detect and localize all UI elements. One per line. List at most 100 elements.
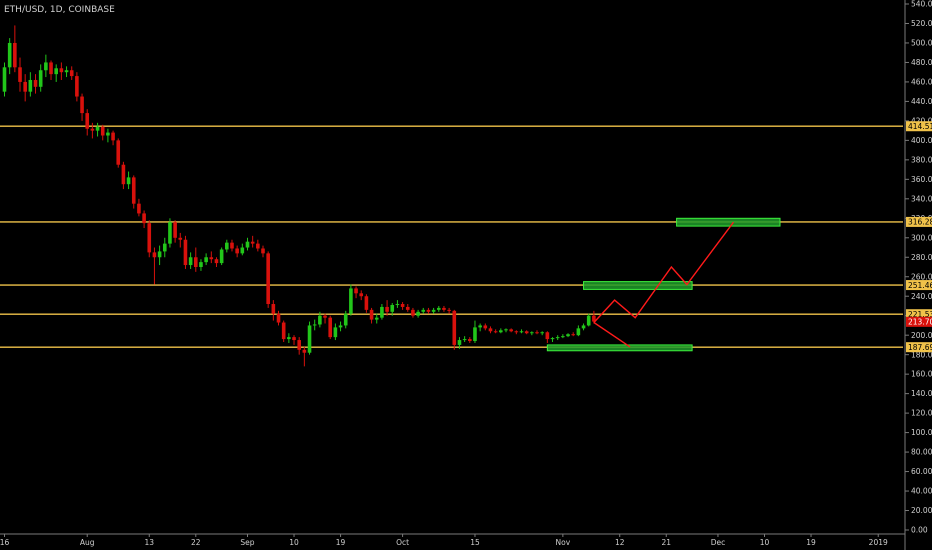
candle-body xyxy=(75,76,79,97)
candle-body xyxy=(452,310,457,345)
candle-body xyxy=(483,325,488,329)
candle-body xyxy=(468,339,472,342)
price-tick-label: 280.00 xyxy=(911,253,932,262)
candle-body xyxy=(38,70,43,87)
candle-body xyxy=(447,309,451,311)
candle-body xyxy=(545,332,550,340)
price-tick-label: 180.00 xyxy=(911,350,932,359)
candle-body xyxy=(457,340,462,345)
level-price-tag xyxy=(906,309,932,320)
level-price-label: 414.51 xyxy=(908,122,932,131)
candle-body xyxy=(54,68,58,75)
candle-body xyxy=(147,223,152,253)
candle-body xyxy=(245,241,250,248)
price-tick-label: 60.00 xyxy=(911,467,932,476)
candle-body xyxy=(59,68,64,73)
price-tick-label: 40.00 xyxy=(911,487,932,496)
level-price-tag xyxy=(906,216,932,227)
candle-body xyxy=(385,306,389,312)
symbol-label: ETH/USD, 1D, COINBASE xyxy=(4,5,115,15)
candle-body xyxy=(343,313,348,326)
time-tick-label: 2019 xyxy=(869,538,888,547)
candle-body xyxy=(230,242,234,249)
candle-body xyxy=(478,325,482,328)
target-zone xyxy=(676,217,781,227)
time-tick-label: Dec xyxy=(711,538,726,547)
candle-body xyxy=(214,259,219,264)
candle-body xyxy=(80,96,84,114)
candle-body xyxy=(18,67,22,82)
price-tick-label: 340.00 xyxy=(911,194,932,203)
candle-body xyxy=(173,222,177,238)
candle-body xyxy=(426,309,431,312)
price-tick-label: 140.00 xyxy=(911,389,932,398)
price-tick-label: 100.00 xyxy=(911,428,932,437)
target-zone xyxy=(546,344,693,352)
candle-body xyxy=(473,327,477,342)
price-tick-label: 480.00 xyxy=(911,58,932,67)
level-price-label: 316.28 xyxy=(908,218,932,227)
candle-body xyxy=(287,337,291,340)
price-tick-label: 440.00 xyxy=(911,97,932,106)
candle-body xyxy=(64,70,69,73)
candle-body xyxy=(576,328,581,336)
candle-body xyxy=(178,237,183,240)
level-price-label: 221.53 xyxy=(908,310,932,319)
candle-body xyxy=(359,293,364,297)
time-tick-label: 19 xyxy=(336,538,346,547)
candle-body xyxy=(256,243,260,249)
price-tick-label: 460.00 xyxy=(911,78,932,87)
price-tick-label: 120.00 xyxy=(911,409,932,418)
current-price-label: 213.70 xyxy=(908,318,932,327)
price-tick-label: 380.00 xyxy=(911,155,932,164)
time-tick-label: 12 xyxy=(615,538,625,547)
time-tick-label: 22 xyxy=(191,538,201,547)
price-tick-label: 0.00 xyxy=(911,526,928,535)
price-tick-label: 500.00 xyxy=(911,39,932,48)
time-axis[interactable]: 16Aug1322Sep1019Oct15Nov1221Dec101920191… xyxy=(0,533,932,547)
candle-body xyxy=(312,324,317,326)
time-tick-label: 10 xyxy=(289,538,299,547)
candle-body xyxy=(581,325,586,329)
candle-body xyxy=(535,332,539,334)
price-tick-label: 400.00 xyxy=(911,136,932,145)
level-price-tag xyxy=(906,121,932,132)
candle-body xyxy=(157,251,162,258)
price-axis[interactable]: 540.00 520.00 500.00 480.00 460.00 440.00 420.… xyxy=(904,0,932,550)
level-price-tag xyxy=(906,342,932,353)
candle-body xyxy=(380,306,384,318)
price-tick-label: 200.00 xyxy=(911,331,932,340)
price-tick-label: 540.00 xyxy=(911,0,932,9)
time-tick-label: 15 xyxy=(470,538,480,547)
candle-body xyxy=(555,337,560,339)
candle-body xyxy=(13,42,17,68)
candle-body xyxy=(152,252,157,258)
price-tick-label: 20.00 xyxy=(911,506,932,515)
levels-layer xyxy=(0,125,903,348)
candle-body xyxy=(292,337,296,341)
candle-body xyxy=(349,288,353,314)
level-price-label: 251.46 xyxy=(908,281,932,290)
candle-body xyxy=(514,331,519,333)
candle-body xyxy=(462,339,467,341)
candle-body xyxy=(199,262,203,267)
candle-body xyxy=(323,315,327,318)
candle-body xyxy=(168,222,172,244)
time-tick-label: Oct xyxy=(396,538,409,547)
candle-body xyxy=(566,334,570,337)
candle-body xyxy=(405,306,410,310)
candle-body xyxy=(493,331,498,333)
candle-body xyxy=(85,113,90,129)
price-tick-label: 240.00 xyxy=(911,292,932,301)
candle-body xyxy=(540,332,544,334)
candle-body xyxy=(183,239,188,266)
candle-body xyxy=(400,304,405,307)
candle-body xyxy=(188,257,193,266)
price-tick-label: 160.00 xyxy=(911,370,932,379)
candle-body xyxy=(421,309,426,312)
candle-body xyxy=(338,325,343,328)
price-tick-label: 520.00 xyxy=(911,19,932,28)
time-tick-label: 16 xyxy=(0,538,9,547)
candle-body xyxy=(162,243,167,252)
